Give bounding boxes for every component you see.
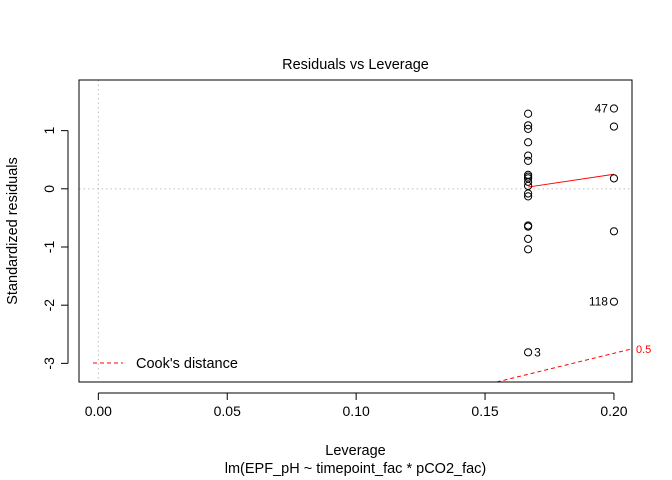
point-label: 47 [595,102,609,116]
data-point [524,109,533,118]
legend: Cook's distance [93,356,238,372]
y-tick-label: 0 [41,185,57,193]
data-point [609,227,619,236]
legend-label: Cook's distance [136,356,238,372]
x-axis-label: Leverage [325,443,385,459]
point-label: 118 [589,295,608,309]
data-point [524,121,533,130]
plot-frame [78,79,633,383]
model-formula-label: lm(EPF_pH ~ timepoint_fac * pCO2_fac) [225,461,487,477]
chart-title: Residuals vs Leverage [282,57,429,73]
data-point [524,348,533,357]
x-tick-label: 0.05 [214,403,241,419]
cooks-distance-lines: 0.5 [496,344,651,382]
data-point [524,234,533,243]
data-point [524,156,533,165]
data-point [524,189,533,198]
x-tick-label: 0.00 [85,403,112,419]
data-point [524,151,533,160]
x-tick-label: 0.10 [343,403,370,419]
data-point [609,297,619,306]
data-point [524,192,533,201]
data-point [609,122,619,131]
smooth-line-group [528,173,615,188]
points-group [524,104,619,357]
y-tick-label: -2 [41,299,57,312]
data-point [524,177,533,186]
data-point [524,222,533,231]
data-point [524,124,533,133]
y-tick-label: -1 [41,241,57,254]
smooth-line [528,173,615,188]
data-point [609,104,619,113]
y-axis: -3 -2 -1 0 1 [41,127,69,370]
y-tick-label: -3 [41,357,57,370]
x-tick-label: 0.20 [600,403,627,419]
reference-lines [79,80,632,382]
point-labels-group: 47 118 3 [534,102,608,360]
point-label: 3 [534,345,541,359]
y-tick-label: 1 [41,127,57,135]
cooks-distance-level-label: 0.5 [636,344,651,356]
x-tick-label: 0.15 [471,403,498,419]
data-point [609,174,619,183]
data-point [524,138,533,147]
cooks-distance-contour [496,348,632,382]
y-axis-label: Standardized residuals [5,157,21,305]
data-point [524,245,533,254]
x-axis: 0.00 0.05 0.10 0.15 0.20 [85,392,628,419]
